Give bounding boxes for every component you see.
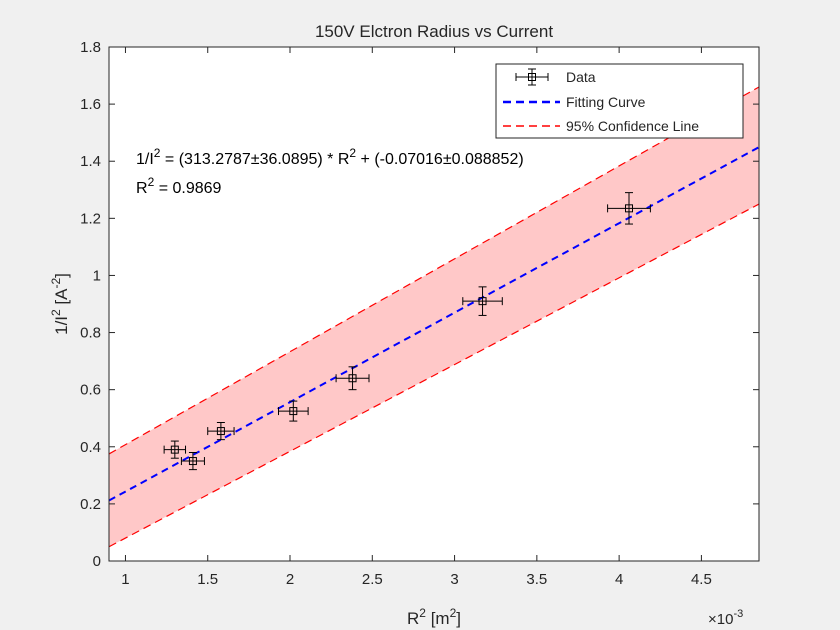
x-tick-label: 1.5 [197, 571, 218, 588]
y-tick-label: 0.4 [80, 439, 101, 456]
x-tick-label: 4 [615, 571, 623, 588]
data-point [277, 400, 309, 422]
legend: Data Fitting Curve 95% Confidence Line [495, 63, 744, 139]
confidence-band-fill [109, 87, 759, 547]
r-squared-value: R2 = 0.9869 [136, 175, 222, 197]
legend-square-marker [528, 73, 536, 81]
y-tick-label: 0.6 [80, 382, 101, 399]
y-tick-label: 1.6 [80, 96, 101, 113]
lower-confidence-line [108, 203, 760, 548]
square-marker [170, 445, 179, 454]
data-point [163, 440, 187, 459]
square-marker [478, 297, 487, 306]
legend-entry-data: Data [515, 68, 596, 86]
data-point [335, 366, 370, 391]
legend-entry-fit: Fitting Curve [503, 94, 646, 110]
y-axis-ticks: 0 0.2 0.4 0.6 0.8 1 1.2 1.4 1.6 1.8 [80, 39, 759, 570]
legend-label-fit: Fitting Curve [566, 94, 646, 110]
x-tick-label: 2 [286, 571, 294, 588]
chart-title: 150V Elctron Radius vs Current [315, 22, 553, 41]
x-axis-ticks: 1 1.5 2 2.5 3 3.5 4 4.5 [121, 47, 712, 588]
y-tick-label: 1.4 [80, 153, 101, 170]
data-point [607, 192, 651, 225]
legend-entry-confidence: 95% Confidence Line [503, 118, 699, 134]
y-tick-label: 0.2 [80, 496, 101, 513]
upper-confidence-line [108, 86, 760, 455]
y-tick-label: 1 [93, 267, 101, 284]
fit-equation: 1/I2 = (313.2787±36.0895) * R2 + (-0.070… [136, 146, 524, 168]
square-marker [348, 374, 357, 383]
y-tick-label: 0 [93, 553, 101, 570]
y-tick-label: 0.8 [80, 325, 101, 342]
y-tick-label: 1.2 [80, 210, 101, 227]
x-axis-multiplier: ×10-3 [708, 608, 743, 628]
square-marker [289, 407, 298, 416]
x-tick-label: 3.5 [526, 571, 547, 588]
square-marker [188, 457, 197, 466]
data-points-layer [163, 192, 651, 471]
legend-label-data: Data [566, 69, 596, 85]
square-marker [216, 427, 225, 436]
y-axis-label: 1/I2 [A-2] [49, 273, 71, 335]
x-tick-label: 1 [121, 571, 129, 588]
x-tick-label: 3 [450, 571, 458, 588]
data-point [207, 422, 235, 441]
data-point [462, 286, 503, 316]
confidence-band-layer [108, 86, 760, 548]
legend-label-confidence: 95% Confidence Line [566, 118, 699, 134]
legend-box [495, 63, 744, 139]
y-tick-label: 1.8 [80, 39, 101, 56]
square-marker [625, 204, 633, 213]
x-tick-label: 4.5 [691, 571, 712, 588]
data-point [180, 451, 205, 471]
plot-frame [108, 46, 760, 562]
x-axis-label: R2 [m2] [407, 606, 461, 628]
x-tick-label: 2.5 [362, 571, 383, 588]
